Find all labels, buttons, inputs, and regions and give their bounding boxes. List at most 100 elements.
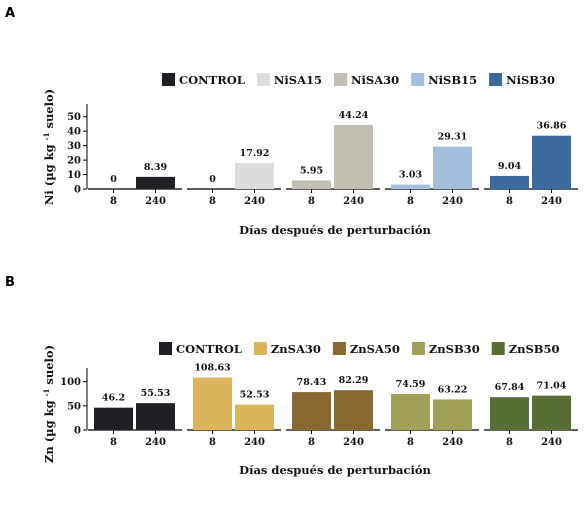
bar-value-label: 67.84 <box>495 382 525 393</box>
legend-swatch <box>411 342 425 355</box>
x-tick-label: 240 <box>244 196 265 207</box>
bar-group-4: 67.84 8 71.04 240 <box>484 381 578 448</box>
bar-value-label: 108.63 <box>194 362 230 373</box>
bar-group-1: 108.63 8 52.53 240 <box>187 362 281 448</box>
bar <box>136 403 175 430</box>
bar-value-label: 44.24 <box>339 110 369 121</box>
bar-value-label: 9.04 <box>498 161 522 172</box>
legend-item-0: CONTROL <box>162 73 245 87</box>
panel-letter: A <box>5 6 15 21</box>
legend-swatch <box>159 342 172 355</box>
y-tick-label: 20 <box>67 156 81 167</box>
legend-label: CONTROL <box>179 73 245 87</box>
bar <box>334 125 373 189</box>
legend-item-2: NiSA30 <box>334 73 399 87</box>
legend-swatch <box>491 342 505 355</box>
legend-label: NiSA30 <box>351 73 399 87</box>
bar-value-label: 36.86 <box>537 121 567 132</box>
legend-item-0: CONTROL <box>159 342 242 356</box>
y-tick-label: 10 <box>67 170 81 181</box>
x-tick-label: 8 <box>209 437 216 448</box>
bar <box>532 135 571 189</box>
bar-value-label: 5.95 <box>300 165 323 176</box>
bar <box>334 390 373 430</box>
bar-value-label: 8.39 <box>144 162 168 173</box>
legend-swatch <box>332 342 346 355</box>
bar-value-label: 82.29 <box>339 375 369 386</box>
bar-group-3: 3.03 8 29.31 240 <box>385 132 479 207</box>
bar-group-0: 0 8 8.39 240 <box>88 162 182 207</box>
legend-swatch <box>489 73 503 86</box>
y-tick-label: 100 <box>60 377 81 388</box>
bar <box>391 393 430 430</box>
x-tick-label: 8 <box>506 196 513 207</box>
bar-group-2: 5.95 8 44.24 240 <box>286 110 380 207</box>
legend-label: CONTROL <box>176 342 242 356</box>
y-tick-label: 0 <box>74 426 81 437</box>
legend-swatch <box>411 73 425 86</box>
legend-swatch <box>253 342 267 355</box>
y-axis-title-suffix: suelo) <box>42 89 56 133</box>
legend-swatch <box>334 73 348 86</box>
legend-label: NiSB15 <box>428 73 477 87</box>
bar <box>235 404 274 430</box>
y-axis-title-main: Ni (µg kg <box>42 140 56 205</box>
x-tick-label: 240 <box>541 437 562 448</box>
bar-value-label: 52.53 <box>240 390 270 401</box>
legend-item-3: ZnSB30 <box>411 342 480 356</box>
legend-label: ZnSB30 <box>429 342 480 356</box>
legend-label: ZnSA50 <box>350 342 400 356</box>
y-tick-label: 0 <box>74 185 81 196</box>
x-tick-label: 8 <box>308 437 315 448</box>
bar-value-label: 46.2 <box>102 393 125 404</box>
x-tick-label: 8 <box>308 196 315 207</box>
y-tick-label: 30 <box>67 141 81 152</box>
legend-item-4: NiSB30 <box>489 73 555 87</box>
x-tick-label: 8 <box>506 437 513 448</box>
bar <box>391 184 430 189</box>
bar-value-label: 29.31 <box>438 132 468 143</box>
bar-value-label: 78.43 <box>297 377 327 388</box>
bar-group-1: 0 8 17.92 240 <box>187 148 281 207</box>
x-axis-title: Días después de perturbación <box>239 463 431 477</box>
bar-value-label: 55.53 <box>141 388 171 399</box>
x-axis-title: Días después de perturbación <box>239 223 431 237</box>
bar-value-label: 3.03 <box>399 170 422 181</box>
bar <box>235 163 274 189</box>
legend-label: NiSB30 <box>506 73 555 87</box>
x-tick-label: 8 <box>407 437 414 448</box>
legend-label: ZnSA30 <box>271 342 321 356</box>
bar <box>193 377 232 430</box>
x-tick-label: 8 <box>407 196 414 207</box>
bar <box>136 176 175 189</box>
y-tick-label: 40 <box>67 127 81 138</box>
bar-value-label: 71.04 <box>537 381 567 392</box>
panel-a: A CONTROL NiSA15 NiSA30 NiSB15 NiSB30 0 10 20 30 4… <box>5 6 578 237</box>
y-axis-title-suffix: suelo) <box>42 345 56 389</box>
legend-item-4: ZnSB50 <box>491 342 560 356</box>
bar <box>532 395 571 430</box>
x-tick-label: 240 <box>541 196 562 207</box>
y-axis-title: Ni (µg kg -1 suelo) <box>42 89 57 205</box>
x-tick-label: 240 <box>442 196 463 207</box>
y-axis-title-main: Zn (µg kg <box>42 396 56 463</box>
legend-swatch <box>162 73 175 86</box>
bar <box>490 397 529 430</box>
x-tick-label: 8 <box>110 437 117 448</box>
legend-label: ZnSB50 <box>509 342 560 356</box>
bar <box>433 399 472 430</box>
legend-item-3: NiSB15 <box>411 73 477 87</box>
legend-label: NiSA15 <box>274 73 322 87</box>
bar <box>433 146 472 189</box>
bar-group-0: 46.2 8 55.53 240 <box>88 388 182 448</box>
x-tick-label: 240 <box>343 437 364 448</box>
bar <box>292 180 331 189</box>
y-axis-title-sup: -1 <box>42 132 51 140</box>
x-tick-label: 240 <box>244 437 265 448</box>
y-axis-title-sup: -1 <box>42 388 51 396</box>
x-tick-label: 8 <box>209 196 216 207</box>
x-tick-label: 240 <box>145 437 166 448</box>
bar-group-4: 9.04 8 36.86 240 <box>484 121 578 207</box>
